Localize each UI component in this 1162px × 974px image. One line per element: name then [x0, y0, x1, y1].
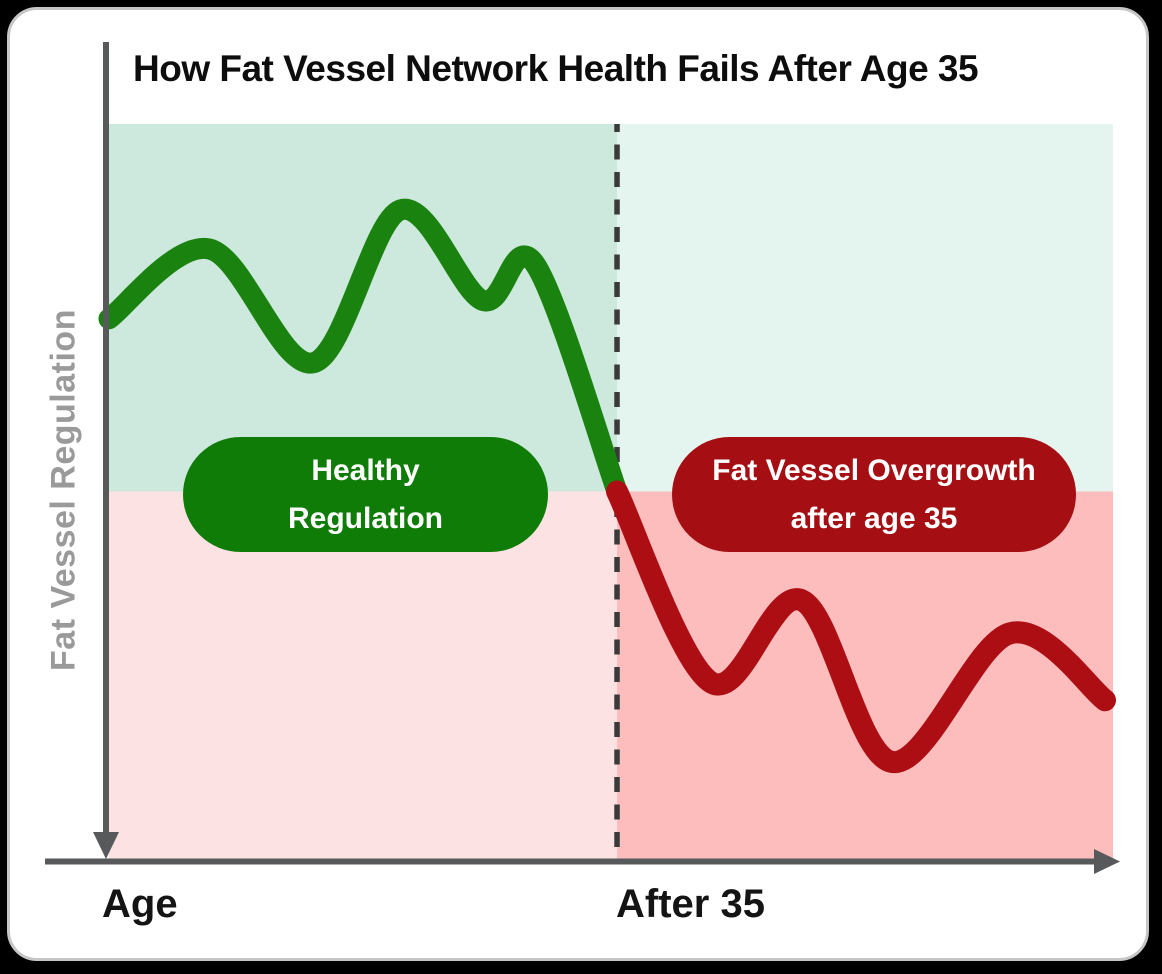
quadrant-top-left: [109, 124, 618, 492]
quadrant-bottom-left: [109, 491, 618, 859]
overgrowth-badge-line1: Fat Vessel Overgrowth: [712, 453, 1036, 487]
overgrowth-badge: Fat Vessel Overgrowth after age 35: [672, 437, 1076, 552]
overgrowth-badge-line2: after age 35: [790, 501, 958, 535]
y-axis-label: Fat Vessel Regulation: [44, 309, 83, 671]
x-axis-label-age: Age: [102, 882, 178, 926]
healthy-regulation-line: [98, 198, 628, 502]
y-axis-arrowhead-icon: [93, 832, 119, 859]
quadrant-top-right: [617, 124, 1113, 492]
x-axis-label-after-35: After 35: [616, 882, 765, 926]
healthy-badge-line2: Regulation: [288, 501, 443, 535]
healthy-badge-line1: Healthy: [311, 453, 420, 487]
overgrowth-line: [606, 480, 1116, 773]
x-axis-arrowhead-icon: [1094, 849, 1120, 874]
chart-title: How Fat Vessel Network Health Fails Afte…: [133, 48, 979, 89]
healthy-regulation-badge: Healthy Regulation: [183, 437, 548, 552]
